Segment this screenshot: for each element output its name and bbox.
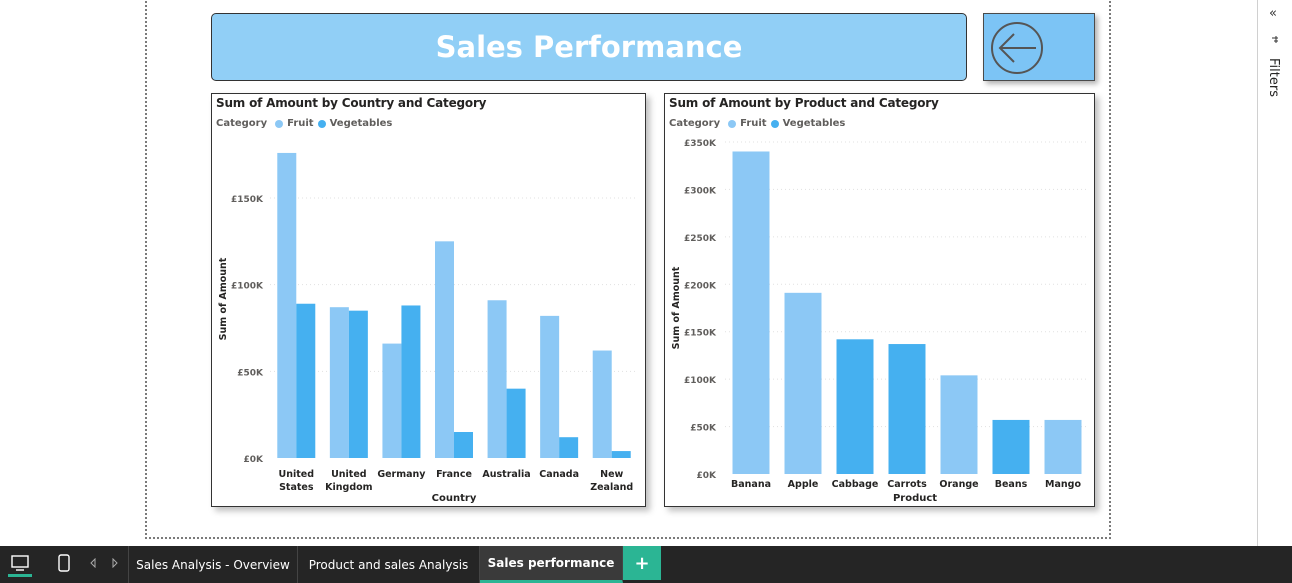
bar-vegetables bbox=[611, 451, 631, 458]
x-tick-label: France bbox=[436, 469, 472, 480]
legend-vegetables-label[interactable]: Vegetables bbox=[329, 118, 393, 129]
bar-vegetables bbox=[454, 432, 473, 458]
x-axis-title: Product bbox=[893, 493, 937, 504]
desktop-view-icon[interactable] bbox=[8, 546, 32, 580]
report-canvas bbox=[145, 0, 1111, 539]
filters-pane[interactable]: « Filters bbox=[1257, 0, 1292, 546]
bar-vegetables bbox=[836, 339, 874, 474]
bar-vegetables bbox=[888, 344, 926, 474]
chart-plot: £0K £50K £100K £150K £200K £250K £300K £350K Ban… bbox=[671, 139, 1089, 504]
y-tick-label: £150K bbox=[231, 195, 264, 205]
x-tick-label: Australia bbox=[482, 469, 530, 480]
x-tick-label: New bbox=[600, 469, 623, 480]
filters-label[interactable]: Filters bbox=[1266, 58, 1281, 97]
y-axis-title: Sum of Amount bbox=[218, 257, 229, 340]
tab-sales-performance[interactable]: Sales performance bbox=[480, 546, 623, 583]
filter-funnel-icon bbox=[1271, 36, 1279, 47]
legend-vegetables-swatch bbox=[317, 119, 326, 128]
tab-sales-analysis-overview[interactable]: Sales Analysis - Overview bbox=[128, 546, 298, 583]
legend-vegetables-label[interactable]: Vegetables bbox=[782, 118, 846, 129]
y-tick-label: £300K bbox=[684, 186, 717, 196]
bar-vegetables bbox=[401, 305, 421, 458]
y-axis-title: Sum of Amount bbox=[671, 266, 682, 349]
x-tick-label: Carrots bbox=[887, 479, 927, 490]
bar-fruit bbox=[784, 292, 822, 474]
bar-fruit bbox=[592, 350, 612, 458]
chart-product-category[interactable]: Sum of Amount by Product and Category Ca… bbox=[664, 93, 1095, 507]
x-tick-label: Banana bbox=[731, 479, 771, 490]
collapse-filters-icon[interactable]: « bbox=[1269, 6, 1277, 21]
bar-fruit bbox=[940, 375, 978, 474]
y-tick-label: £150K bbox=[684, 329, 717, 339]
x-tick-label: Beans bbox=[995, 479, 1028, 490]
next-page-icon[interactable] bbox=[108, 546, 122, 580]
bar-fruit bbox=[487, 300, 507, 458]
page-tab-bar: Sales Analysis - Overview Product and sa… bbox=[0, 546, 1292, 583]
y-tick-label: £50K bbox=[237, 368, 264, 378]
mobile-view-icon[interactable] bbox=[54, 546, 74, 580]
legend-fruit-label[interactable]: Fruit bbox=[740, 118, 767, 129]
bar-fruit bbox=[732, 151, 770, 474]
bar-fruit bbox=[277, 152, 297, 458]
bar-fruit bbox=[382, 343, 402, 458]
previous-page-icon[interactable] bbox=[86, 546, 100, 580]
back-arrow-icon bbox=[991, 22, 1043, 74]
x-tick-label: Apple bbox=[788, 479, 819, 490]
x-tick-label: Cabbage bbox=[832, 479, 879, 490]
bar-vegetables bbox=[506, 388, 526, 458]
back-button[interactable] bbox=[983, 13, 1095, 81]
y-tick-label: £0K bbox=[697, 471, 718, 481]
add-page-button[interactable]: + bbox=[623, 546, 661, 580]
bar-fruit bbox=[1044, 419, 1082, 474]
y-tick-label: £100K bbox=[231, 282, 264, 292]
chart-title: Sum of Amount by Country and Category bbox=[216, 96, 487, 110]
x-tick-label: Mango bbox=[1045, 479, 1081, 490]
y-tick-label: £50K bbox=[690, 424, 717, 434]
x-tick-label: States bbox=[279, 482, 314, 493]
report-title-banner: Sales Performance bbox=[211, 13, 967, 81]
y-tick-label: £100K bbox=[684, 376, 717, 386]
y-tick-label: £250K bbox=[684, 234, 717, 244]
x-axis-title: Country bbox=[432, 493, 477, 504]
legend-title: Category bbox=[216, 118, 268, 129]
legend-vegetables-swatch bbox=[770, 119, 779, 128]
chart-title: Sum of Amount by Product and Category bbox=[669, 96, 939, 110]
bar-vegetables bbox=[992, 419, 1030, 474]
chart-legend: Category Fruit Vegetables bbox=[669, 118, 845, 129]
x-tick-label: Germany bbox=[377, 469, 426, 480]
tab-product-and-sales-analysis[interactable]: Product and sales Analysis bbox=[298, 546, 480, 583]
x-tick-label: United bbox=[331, 469, 367, 480]
y-tick-label: £350K bbox=[684, 139, 717, 149]
bar-vegetables bbox=[348, 310, 368, 458]
legend-fruit-swatch bbox=[275, 119, 284, 128]
bar-fruit bbox=[329, 307, 349, 458]
x-tick-label: Canada bbox=[539, 469, 579, 480]
bar-fruit bbox=[540, 315, 560, 458]
chart-plot: £0K £50K £100K £150K United States United Kingd… bbox=[218, 152, 638, 504]
x-tick-label: Orange bbox=[939, 479, 978, 490]
y-tick-label: £200K bbox=[684, 281, 717, 291]
bar-vegetables bbox=[559, 437, 579, 458]
chart-country-category[interactable]: Sum of Amount by Country and Category Ca… bbox=[211, 93, 646, 507]
active-view-indicator bbox=[8, 574, 32, 577]
x-tick-label: United bbox=[279, 469, 315, 480]
x-tick-label: Zealand bbox=[590, 482, 633, 493]
chart-legend: Category Fruit Vegetables bbox=[216, 118, 392, 129]
bar-fruit bbox=[435, 241, 454, 458]
report-title: Sales Performance bbox=[435, 30, 743, 64]
y-tick-label: £0K bbox=[244, 455, 265, 465]
legend-fruit-label[interactable]: Fruit bbox=[287, 118, 314, 129]
legend-fruit-swatch bbox=[728, 119, 737, 128]
legend-title: Category bbox=[669, 118, 721, 129]
x-tick-label: Kingdom bbox=[325, 482, 373, 493]
bar-vegetables bbox=[296, 303, 316, 458]
